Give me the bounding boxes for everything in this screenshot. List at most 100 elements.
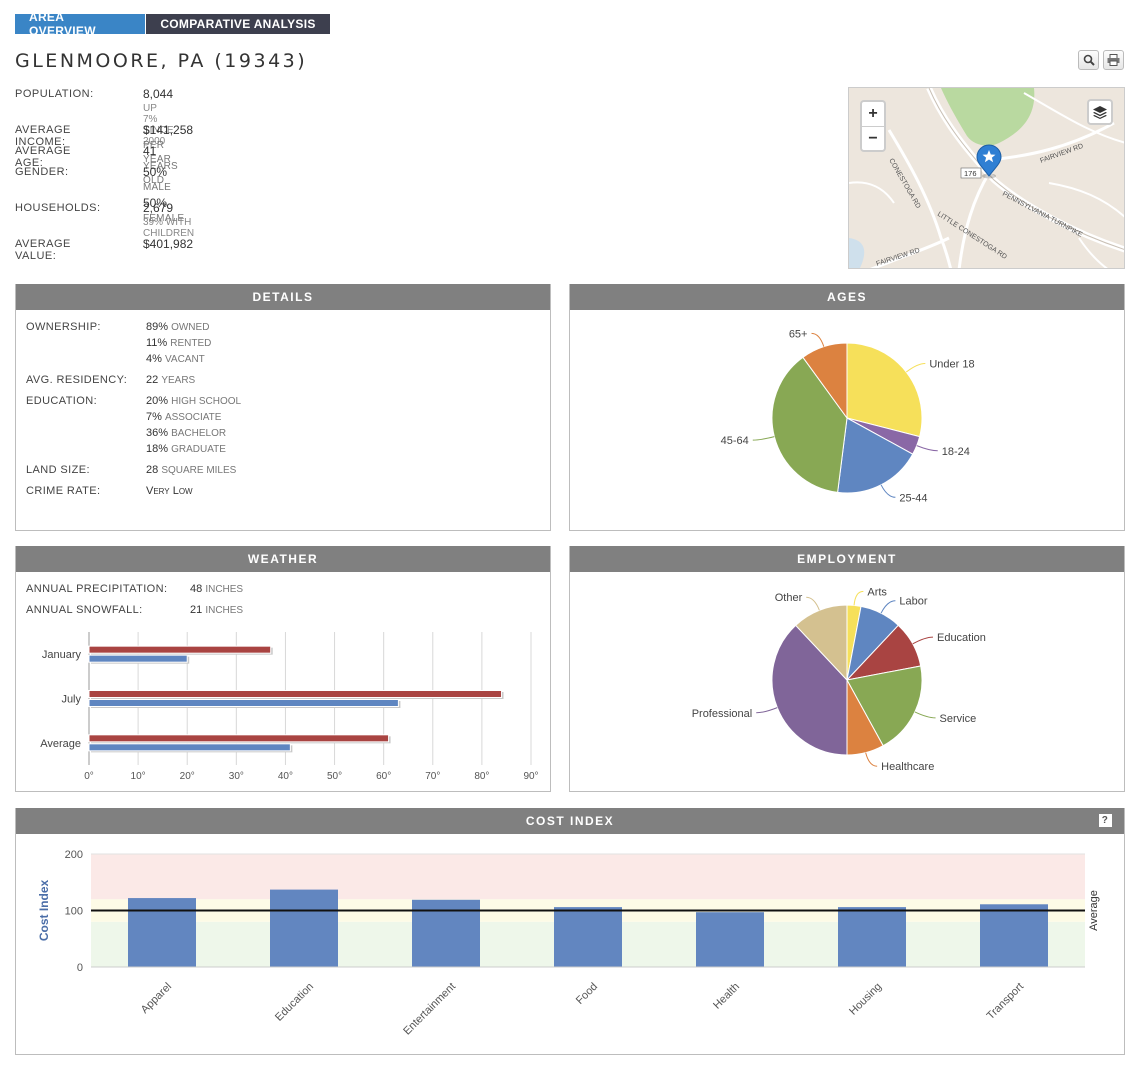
households-children: 39% WITH CHILDREN [143, 217, 195, 239]
zoom-button[interactable] [1078, 50, 1099, 70]
grad-value: 18% [146, 443, 169, 455]
pie-connector [914, 711, 936, 719]
grad-unit: GRADUATE [171, 444, 226, 455]
cost-index-panel: COST INDEX ? 0 100 200 Apparel Education Ente… [15, 808, 1125, 1055]
weather-value: 21 INCHES [190, 604, 243, 616]
category-label: Food [574, 981, 600, 1007]
pie-slice [846, 342, 923, 438]
x-tick-label: 70° [425, 771, 440, 782]
residency-value: 22 [146, 374, 159, 386]
route-label: 176 [964, 169, 977, 178]
precip-value: 48 [190, 583, 203, 595]
detail-label: EDUCATION: [26, 395, 98, 407]
female-value: 50% [143, 196, 168, 210]
snow-unit: INCHES [205, 605, 244, 616]
weather-bar [88, 690, 503, 698]
employment-pie-chart: Arts Labor Education Service Healthcare Profe… [692, 586, 986, 773]
star-marker-icon[interactable] [976, 144, 1002, 179]
location-map[interactable]: FAIRVIEW RD CONESTOGA RD LITTLE CONESTOG… [848, 87, 1125, 269]
x-tick-label: 40° [278, 771, 293, 782]
category-label: July [61, 694, 81, 706]
weather-panel: WEATHER ANNUAL PRECIPITATION: 48 INCHES … [15, 546, 551, 792]
ages-panel: AGES Under 18 18-24 25-44 45-64 65+ [569, 284, 1125, 531]
minor-road [849, 181, 895, 204]
assoc-unit: ASSOCIATE [164, 412, 222, 423]
hs-value: 20% [146, 395, 169, 407]
minor-road [1078, 237, 1108, 268]
vacant-unit: VACANT [164, 354, 205, 365]
zoom-in-button[interactable]: + [862, 102, 884, 127]
pie-label: Education [937, 632, 986, 644]
weather-bar [88, 699, 399, 707]
population-value: 8,044 [143, 87, 174, 101]
detail-label: LAND SIZE: [26, 464, 90, 476]
tab-comparative-analysis[interactable]: COMPARATIVE ANALYSIS [146, 14, 330, 34]
route-shield [960, 167, 982, 179]
pie-slice [802, 342, 848, 420]
detail-value: Very Low [146, 485, 193, 497]
x-tick-label: 0° [84, 771, 94, 782]
cost-bar [696, 912, 764, 967]
female-line: 50% FEMALE [143, 196, 184, 224]
pie-label: Other [775, 592, 803, 604]
stat-value: $401,982 [143, 237, 193, 251]
turnpike-edge [928, 88, 1124, 250]
panel-header: DETAILS [16, 284, 550, 310]
pie-slice [771, 624, 848, 756]
detail-value: 20% HIGH SCHOOL 7% ASSOCIATE 36% BACHELO… [146, 395, 241, 459]
help-button[interactable]: ? [1099, 814, 1112, 827]
water-area [849, 238, 865, 268]
cost-bar [838, 907, 906, 967]
pie-connector [806, 596, 820, 611]
layers-button[interactable] [1087, 99, 1113, 125]
panel-header: EMPLOYMENT [570, 546, 1124, 572]
stat-value: $141,258 PER YEAR [143, 123, 193, 165]
cost-bar [270, 889, 338, 967]
pie-slice [794, 604, 848, 682]
stat-value: 8,044 UP 7% SINCE 2000 [143, 87, 174, 147]
park-area [941, 88, 1035, 146]
stat-label: AVERAGE VALUE: [15, 238, 71, 262]
category-label: Education [273, 981, 316, 1024]
stat-value: 41 YEARS OLD [143, 144, 178, 186]
pie-label: 45-64 [721, 435, 749, 447]
owned-unit: OWNED [171, 322, 210, 333]
road-label: PENNSYLVANIA TURNPIKE [1001, 191, 1084, 239]
pie-connector [811, 332, 825, 347]
weather-label: ANNUAL PRECIPITATION: [26, 583, 168, 595]
panel-title: COST INDEX [525, 814, 615, 828]
age-unit: YEARS OLD [143, 161, 178, 186]
zoom-out-button[interactable]: − [868, 129, 878, 147]
crime-value: Very Low [146, 485, 193, 497]
tab-bar: AREA OVERVIEW COMPARATIVE ANALYSIS [15, 10, 330, 38]
residency-unit: YEARS [161, 375, 196, 386]
tab-area-overview[interactable]: AREA OVERVIEW [15, 10, 145, 38]
map-canvas[interactable]: FAIRVIEW RD CONESTOGA RD LITTLE CONESTOG… [849, 88, 1125, 269]
road-label: FAIRVIEW RD [875, 247, 920, 268]
weather-bar [88, 734, 390, 743]
weather-value: 48 INCHES [190, 583, 243, 595]
weather-bar [88, 645, 272, 654]
pie-connector [853, 590, 864, 606]
pie-connector [912, 636, 934, 645]
pie-label: Professional [692, 708, 753, 720]
stat-label: AVERAGE AGE: [15, 145, 71, 169]
category-label: Average [40, 738, 81, 750]
hs-unit: HIGH SCHOOL [171, 396, 242, 407]
weather-bar [88, 654, 188, 663]
male-unit: MALE [143, 182, 172, 193]
stat-value: 50% MALE 50% FEMALE [143, 165, 184, 224]
category-label: Entertainment [401, 981, 458, 1038]
pie-label: 25-44 [899, 492, 927, 504]
category-label: Housing [847, 981, 884, 1018]
stat-label: POPULATION: [15, 88, 94, 100]
pie-connector [756, 707, 778, 714]
minor-road [1048, 182, 1124, 218]
weather-label: ANNUAL SNOWFALL: [26, 604, 143, 616]
y-tick-label: 100 [65, 906, 83, 918]
stat-value: 2,679 39% WITH CHILDREN [143, 201, 194, 239]
y-tick-label: 0 [77, 962, 83, 974]
cost-bar [128, 898, 196, 967]
x-tick-label: 60° [376, 771, 391, 782]
print-button[interactable] [1103, 50, 1124, 70]
